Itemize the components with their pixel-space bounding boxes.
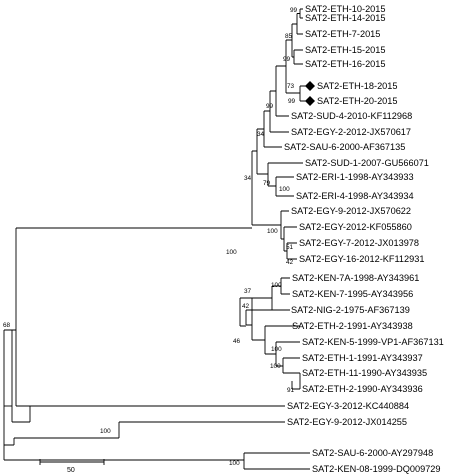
taxon-label: SAT2-ETH-14-2015 — [305, 13, 386, 23]
bootstrap-value: 73 — [287, 83, 295, 90]
taxon-labels: SAT2-ETH-10-2015 SAT2-ETH-14-2015 SAT2-E… — [284, 4, 444, 474]
bootstrap-value: 34 — [257, 131, 265, 138]
bootstrap-value: 79 — [263, 180, 271, 187]
taxon-label: SAT2-ETH-11-1990-AY343935 — [302, 368, 427, 378]
scale-bar-label: 50 — [67, 467, 75, 474]
bootstrap-value: 100 — [226, 249, 237, 256]
bootstrap-value: 100 — [267, 228, 278, 235]
bootstrap-value: 42 — [242, 303, 250, 310]
taxon-label: SAT2-SUD-1-2007-GU566071 — [305, 158, 429, 168]
bootstrap-value: 100 — [279, 186, 290, 193]
bootstrap-value: 34 — [244, 175, 252, 182]
bootstrap-value: 85 — [285, 33, 293, 40]
taxon-label: SAT2-SAU-6-2000-AF367135 — [284, 142, 405, 152]
bootstrap-value: 42 — [286, 259, 294, 266]
bootstrap-value: 100 — [271, 346, 282, 353]
taxon-label: SAT2-ETH-10-2015 — [305, 4, 386, 14]
taxon-label: SAT2-KEN-08-1999-DQ009729 — [312, 464, 441, 474]
taxon-label: SAT2-EGY-16-2012-KF112931 — [299, 254, 424, 264]
diamond-icon — [305, 96, 315, 106]
taxon-label: SAT2-ETH-7-2015 — [305, 29, 380, 39]
bootstrap-value: 100 — [100, 428, 111, 435]
taxon-label: SAT2-ETH-1-1991-AY343937 — [302, 353, 423, 363]
taxon-label: SAT2-SUD-4-2010-KF112968 — [291, 111, 412, 121]
bootstrap-value: 99 — [283, 56, 291, 63]
taxon-label: SAT2-SAU-6-2000-AY297948 — [312, 448, 433, 458]
taxon-label: SAT2-KEN-7-1995-AY343956 — [292, 289, 413, 299]
tree-branches-extra — [283, 372, 301, 390]
bootstrap-value: 100 — [271, 282, 282, 289]
taxon-label: SAT2-KEN-7A-1998-AY343961 — [292, 273, 419, 283]
diamond-icon — [305, 81, 315, 91]
taxon-label: SAT2-EGY-2-2012-JX570617 — [291, 127, 411, 137]
bootstrap-values: 99 85 99 73 99 99 34 34 79 100 100 51 42… — [3, 7, 298, 467]
taxon-label: SAT2-EGY-9-2012-JX570622 — [291, 206, 411, 216]
taxon-label: SAT2-ETH-2-1991-AY343938 — [292, 321, 413, 331]
bootstrap-value: 100 — [229, 460, 240, 467]
scale-bar-line — [39, 459, 105, 465]
bootstrap-value: 37 — [244, 288, 252, 295]
bootstrap-value: 68 — [3, 322, 11, 329]
taxon-label: SAT2-ETH-18-2015 — [317, 81, 398, 91]
taxon-label: SAT2-ETH-2-1990-AY343936 — [302, 384, 423, 394]
bootstrap-value: 46 — [233, 338, 241, 345]
bootstrap-value: 100 — [270, 363, 281, 370]
taxon-label: SAT2-KEN-5-1999-VP1-AF367131 — [302, 337, 444, 347]
taxon-label: SAT2-EGY-2012-KF055860 — [299, 222, 412, 232]
taxon-label: SAT2-NIG-2-1975-AF367139 — [291, 305, 410, 315]
taxon-label: SAT2-ETH-20-2015 — [317, 96, 398, 106]
bootstrap-value: 99 — [290, 7, 298, 14]
taxon-label: SAT2-ETH-15-2015 — [305, 45, 386, 55]
taxon-label: SAT2-EGY-9-2012-JX014255 — [287, 417, 407, 427]
taxon-label: SAT2-ERI-4-1998-AY343934 — [296, 191, 414, 201]
taxon-label: SAT2-EGY-7-2012-JX013978 — [299, 238, 419, 248]
bootstrap-value: 91 — [287, 387, 295, 394]
bootstrap-value: 99 — [266, 103, 274, 110]
tree-branches — [3, 8, 310, 470]
bootstrap-value: 99 — [288, 98, 296, 105]
highlight-markers — [305, 81, 315, 106]
taxon-label: SAT2-ETH-16-2015 — [305, 59, 386, 69]
scale-bar: 50 — [39, 459, 105, 474]
taxon-label: SAT2-EGY-3-2012-KC440884 — [287, 401, 409, 411]
bootstrap-value: 51 — [286, 244, 294, 251]
taxon-label: SAT2-ERI-1-1998-AY343933 — [296, 172, 414, 182]
